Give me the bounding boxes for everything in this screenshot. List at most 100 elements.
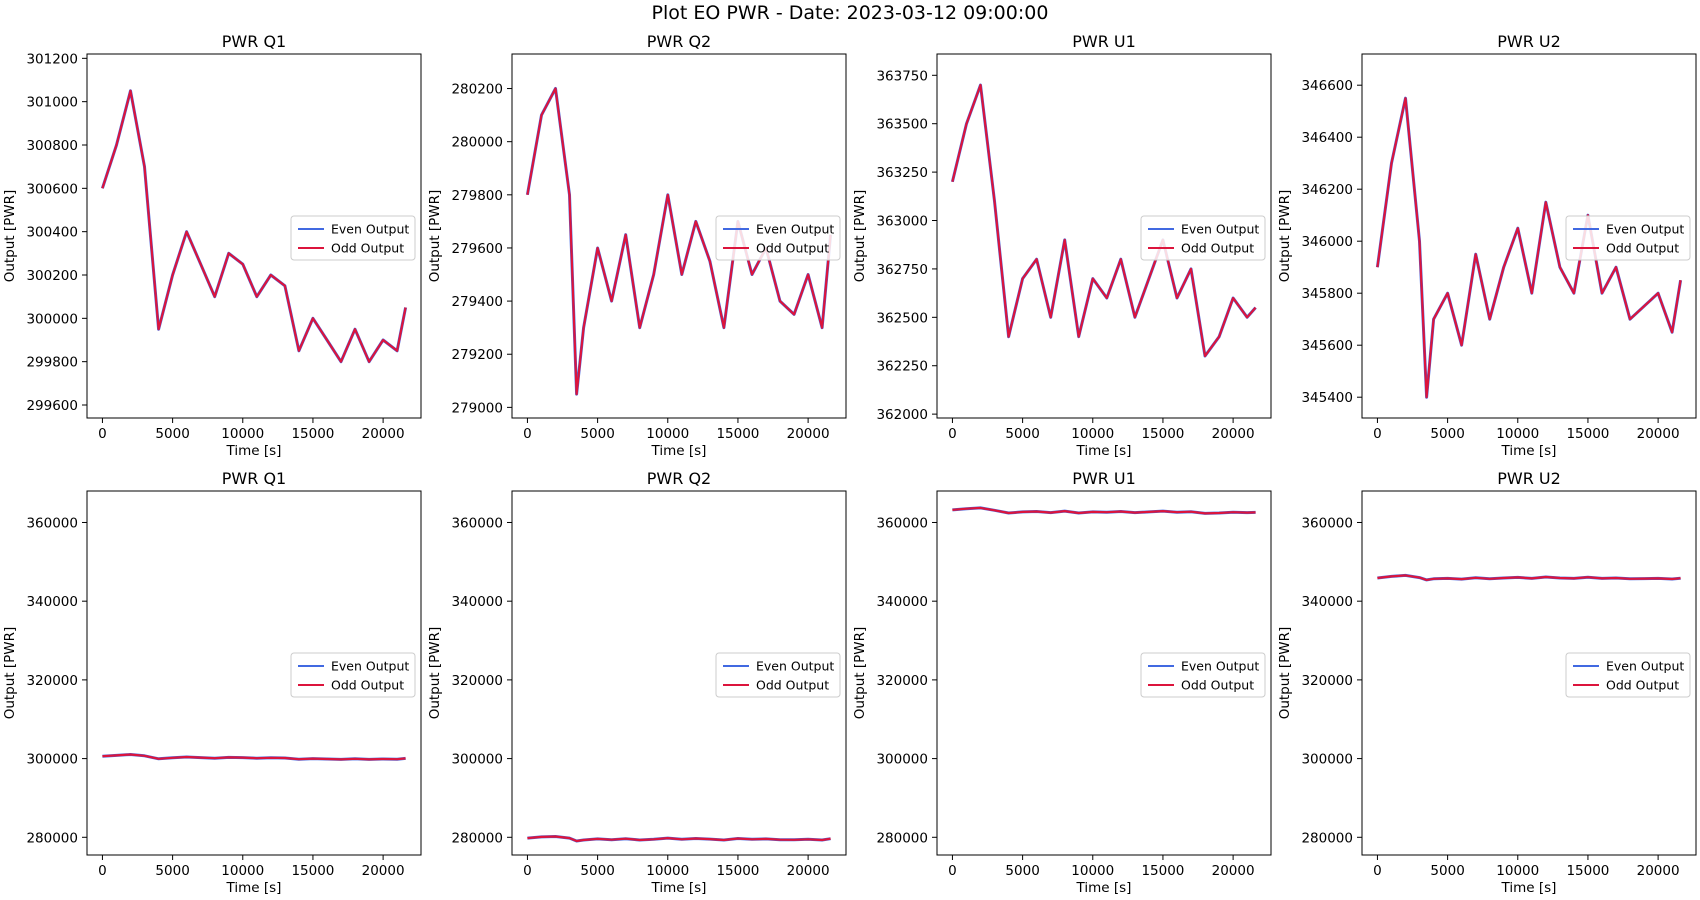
y-tick-label: 300600 bbox=[26, 181, 78, 197]
y-tick-label: 300000 bbox=[1301, 752, 1353, 768]
legend-label: Even Output bbox=[1181, 659, 1259, 674]
y-tick-label: 279400 bbox=[451, 294, 503, 310]
x-tick-label: 15000 bbox=[1566, 863, 1609, 879]
legend-label: Odd Output bbox=[1181, 241, 1254, 256]
x-axis-label: Time [s] bbox=[226, 880, 282, 896]
legend-label: Odd Output bbox=[756, 241, 829, 256]
x-tick-label: 5000 bbox=[155, 863, 189, 879]
y-tick-label: 301200 bbox=[26, 51, 78, 67]
legend-label: Odd Output bbox=[331, 241, 404, 256]
series-line-odd-output bbox=[526, 87, 832, 396]
subplot-title: PWR U2 bbox=[1497, 469, 1561, 488]
x-tick-label: 10000 bbox=[1071, 426, 1114, 442]
y-tick-label: 280000 bbox=[876, 830, 928, 846]
x-tick-label: 15000 bbox=[1141, 863, 1184, 879]
y-tick-label: 363750 bbox=[876, 68, 928, 84]
y-tick-label: 301000 bbox=[26, 95, 78, 111]
subplot-title: PWR U1 bbox=[1072, 32, 1136, 51]
x-tick-label: 10000 bbox=[221, 863, 264, 879]
legend-label: Odd Output bbox=[331, 678, 404, 693]
subplot: PWR Q1 0 5000 10000 15000 20000 280000 300000 32… bbox=[2, 469, 422, 896]
y-tick-label: 346400 bbox=[1301, 130, 1353, 146]
subplot: PWR U1 0 5000 10000 15000 20000 362000 362250 36… bbox=[852, 32, 1272, 459]
x-tick-label: 15000 bbox=[1141, 426, 1184, 442]
legend-label: Odd Output bbox=[1606, 678, 1679, 693]
legend-label: Odd Output bbox=[756, 678, 829, 693]
y-tick-label: 300400 bbox=[26, 225, 78, 241]
x-tick-label: 15000 bbox=[291, 863, 334, 879]
legend: Even Output Odd Output bbox=[1140, 652, 1266, 698]
x-tick-label: 15000 bbox=[716, 863, 759, 879]
subplot-title: PWR Q1 bbox=[222, 32, 286, 51]
legend-label: Even Output bbox=[756, 222, 834, 237]
y-tick-label: 340000 bbox=[451, 594, 503, 610]
y-tick-label: 360000 bbox=[1301, 515, 1353, 531]
y-tick-label: 299800 bbox=[26, 355, 78, 371]
y-tick-label: 300800 bbox=[26, 138, 78, 154]
y-tick-label: 320000 bbox=[876, 673, 928, 689]
subplot: PWR Q2 0 5000 10000 15000 20000 279000 279200 27… bbox=[427, 32, 847, 459]
y-tick-label: 345600 bbox=[1301, 338, 1353, 354]
x-tick-label: 10000 bbox=[1071, 863, 1114, 879]
x-axis-label: Time [s] bbox=[651, 880, 707, 896]
y-tick-label: 279800 bbox=[451, 188, 503, 204]
y-axis-label: Output [PWR] bbox=[2, 627, 18, 720]
x-tick-label: 0 bbox=[948, 863, 957, 879]
subplot: PWR U2 0 5000 10000 15000 20000 345400 345600 34… bbox=[1277, 32, 1697, 459]
y-axis-label: Output [PWR] bbox=[852, 190, 868, 283]
x-tick-label: 0 bbox=[98, 863, 107, 879]
y-tick-label: 300000 bbox=[26, 752, 78, 768]
y-tick-label: 362000 bbox=[876, 407, 928, 423]
y-tick-label: 363000 bbox=[876, 214, 928, 230]
y-tick-label: 345400 bbox=[1301, 390, 1353, 406]
x-tick-label: 15000 bbox=[291, 426, 334, 442]
series-line-odd-output bbox=[952, 506, 1256, 515]
y-tick-label: 320000 bbox=[451, 673, 503, 689]
x-tick-label: 20000 bbox=[362, 426, 405, 442]
x-tick-label: 10000 bbox=[646, 863, 689, 879]
y-tick-label: 279000 bbox=[451, 400, 503, 416]
y-tick-label: 363250 bbox=[876, 165, 928, 181]
y-tick-label: 279600 bbox=[451, 241, 503, 257]
y-tick-label: 360000 bbox=[26, 515, 78, 531]
legend: Even Output Odd Output bbox=[715, 215, 841, 261]
y-axis-label: Output [PWR] bbox=[427, 190, 443, 283]
y-tick-label: 320000 bbox=[26, 673, 78, 689]
legend-label: Even Output bbox=[756, 659, 834, 674]
y-tick-label: 280000 bbox=[1301, 830, 1353, 846]
x-axis-label: Time [s] bbox=[1076, 880, 1132, 896]
y-tick-label: 300000 bbox=[876, 752, 928, 768]
series-line-odd-output bbox=[527, 835, 831, 843]
x-tick-label: 20000 bbox=[362, 863, 405, 879]
subplot: PWR U2 0 5000 10000 15000 20000 280000 300000 32… bbox=[1277, 469, 1697, 896]
subplot-title: PWR Q1 bbox=[222, 469, 286, 488]
series-line-odd-output bbox=[102, 753, 406, 761]
legend-label: Odd Output bbox=[1181, 678, 1254, 693]
x-axis-label: Time [s] bbox=[651, 443, 707, 459]
x-tick-label: 0 bbox=[523, 863, 532, 879]
legend-label: Odd Output bbox=[1606, 241, 1679, 256]
y-tick-label: 360000 bbox=[451, 515, 503, 531]
series-line-odd-output bbox=[1377, 574, 1681, 582]
y-tick-label: 346600 bbox=[1301, 78, 1353, 94]
x-tick-label: 5000 bbox=[1430, 863, 1464, 879]
x-tick-label: 20000 bbox=[1212, 426, 1255, 442]
legend-label: Even Output bbox=[331, 659, 409, 674]
y-axis-label: Output [PWR] bbox=[2, 190, 18, 283]
x-tick-label: 20000 bbox=[787, 863, 830, 879]
series-line-odd-output bbox=[951, 83, 1257, 358]
x-tick-label: 5000 bbox=[1005, 426, 1039, 442]
legend-label: Even Output bbox=[1181, 222, 1259, 237]
y-tick-label: 360000 bbox=[876, 515, 928, 531]
y-tick-label: 300200 bbox=[26, 268, 78, 284]
y-tick-label: 340000 bbox=[26, 594, 78, 610]
subplot: PWR Q2 0 5000 10000 15000 20000 280000 300000 32… bbox=[427, 469, 847, 896]
x-tick-label: 10000 bbox=[1496, 863, 1539, 879]
y-tick-label: 299600 bbox=[26, 398, 78, 414]
y-axis-label: Output [PWR] bbox=[1277, 627, 1293, 720]
y-tick-label: 280000 bbox=[451, 830, 503, 846]
x-tick-label: 10000 bbox=[1496, 426, 1539, 442]
x-tick-label: 5000 bbox=[1430, 426, 1464, 442]
y-tick-label: 280200 bbox=[451, 82, 503, 98]
